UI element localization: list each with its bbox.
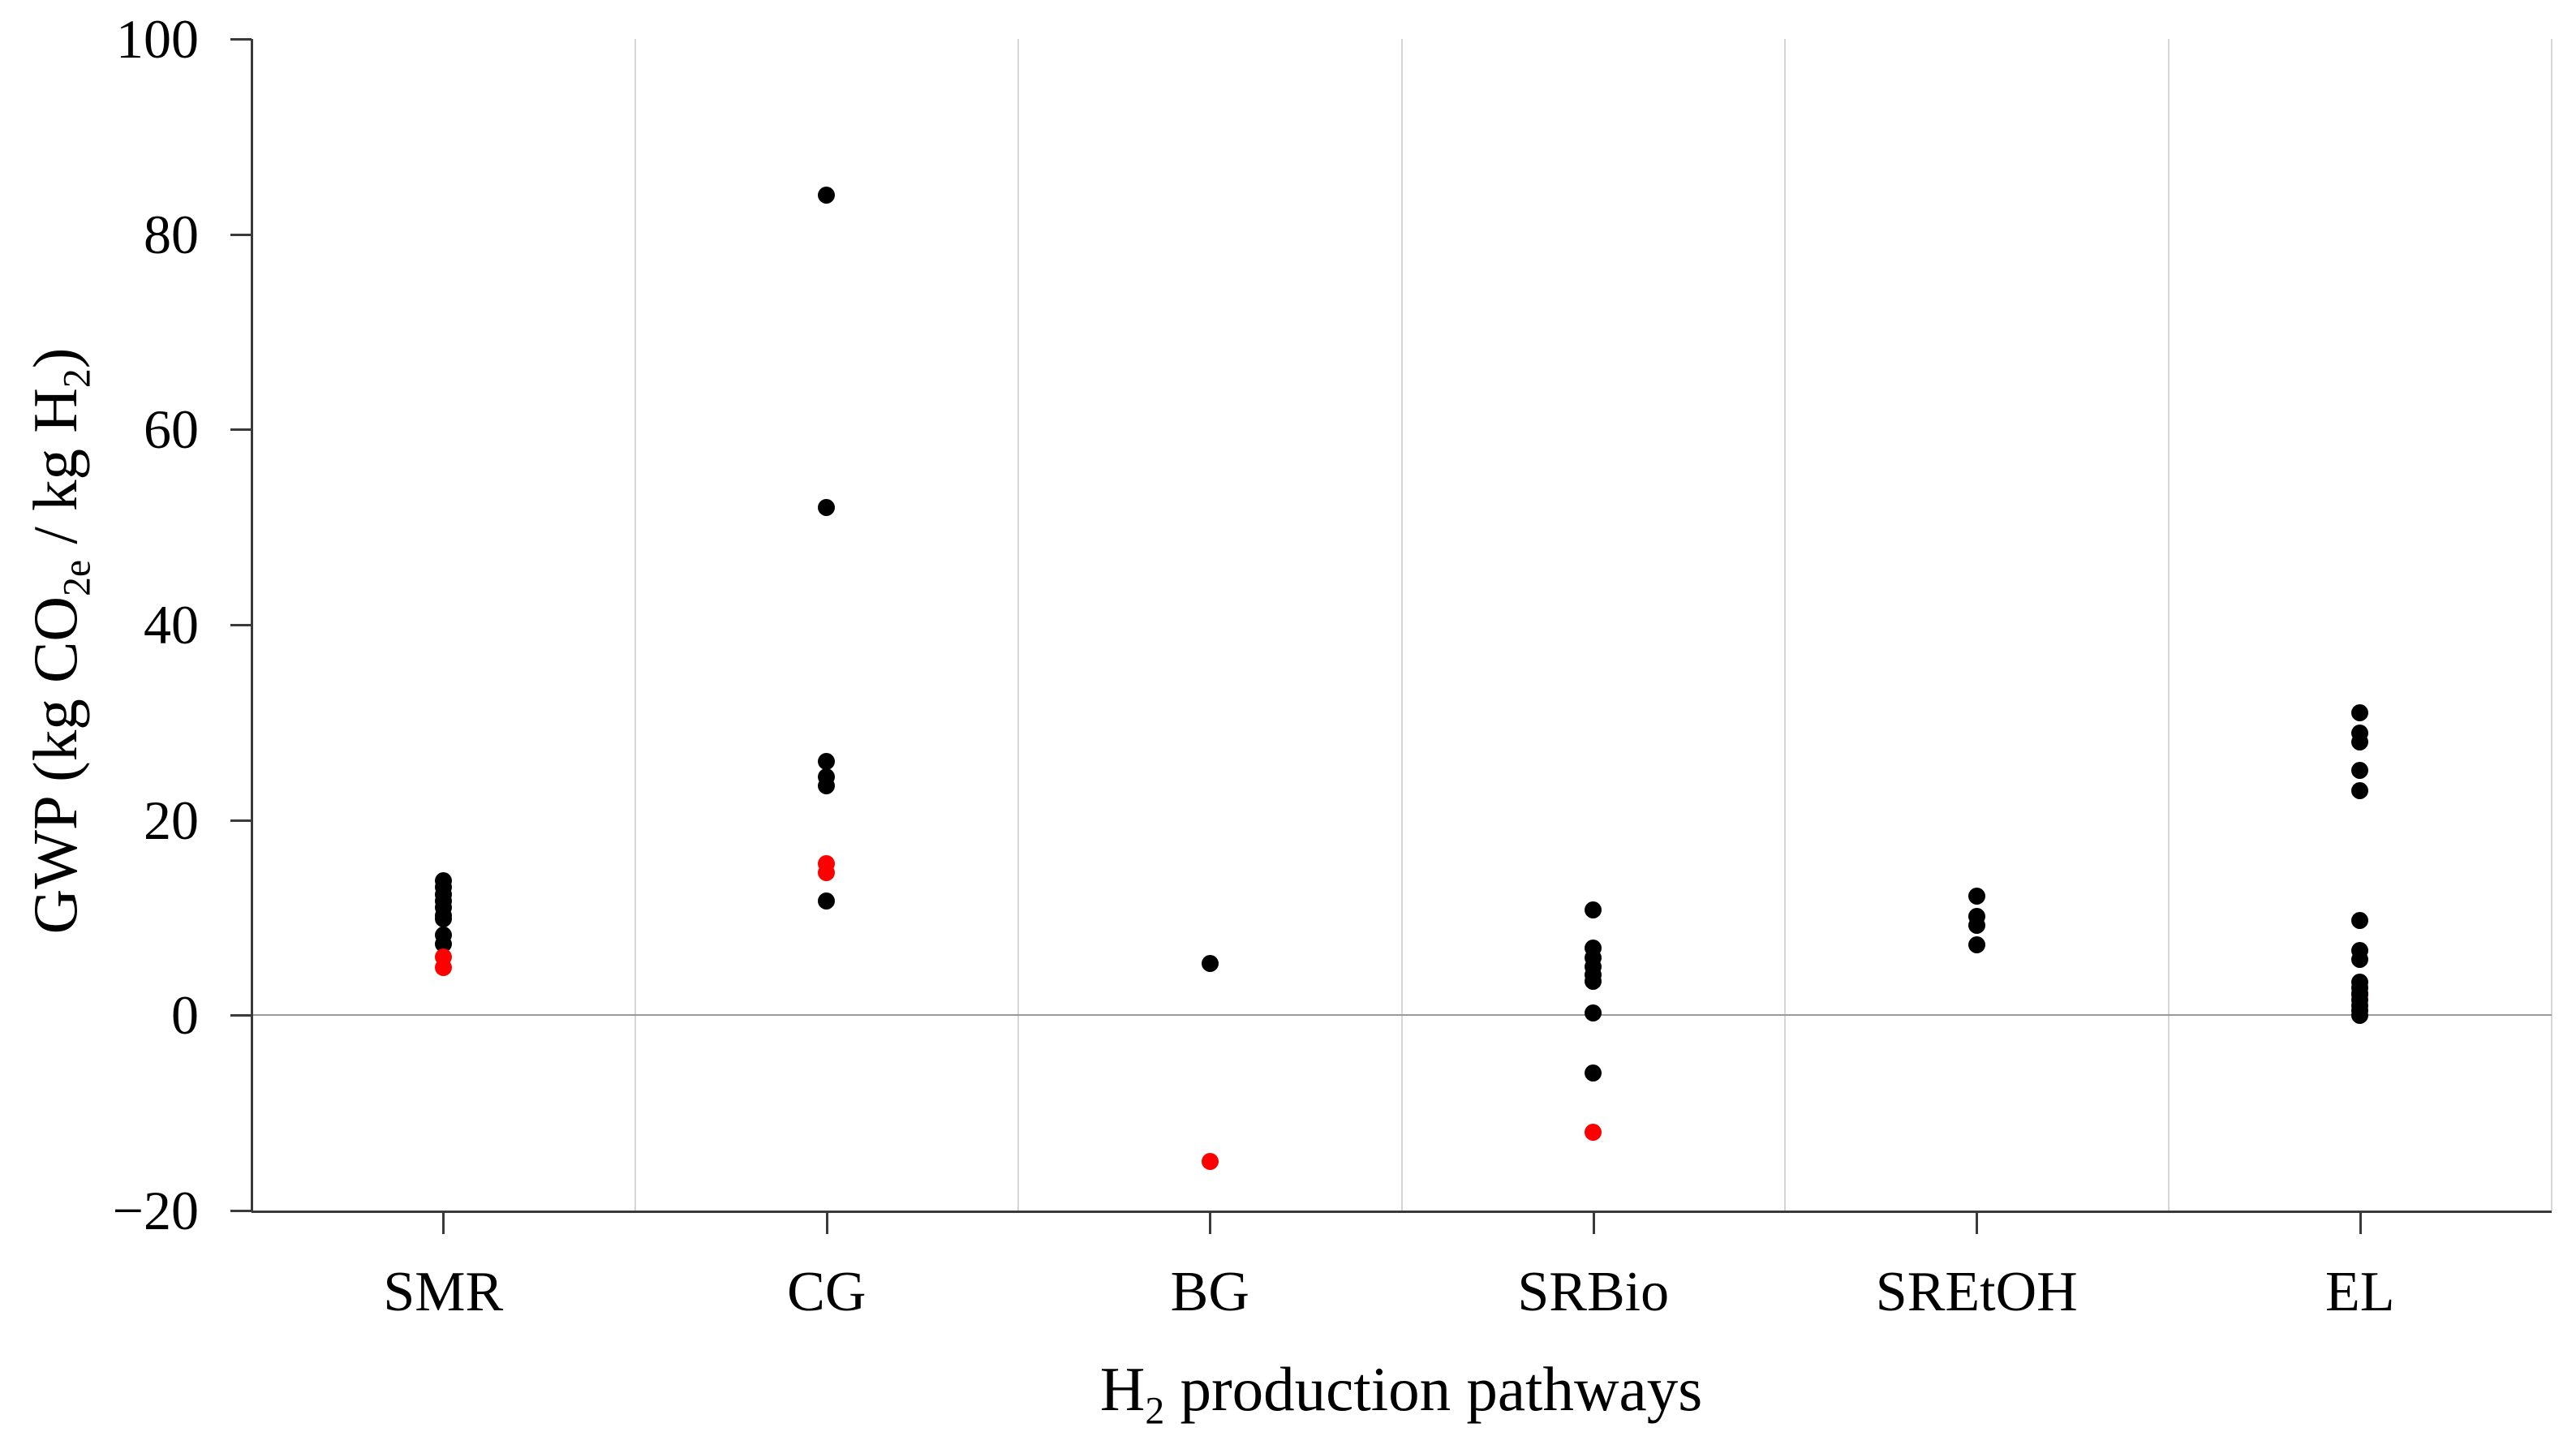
x-tick-label-bg: BG [1170,1261,1249,1323]
data-point [434,910,452,927]
y-tick-label: 60 [144,398,199,461]
y-tick [230,819,252,822]
x-axis-line [252,1211,2552,1213]
y-tick [230,38,252,41]
x-tick [1209,1213,1212,1234]
data-point [1585,972,1602,990]
x-tick [2359,1213,2362,1234]
data-point [2351,782,2369,800]
data-point [1967,917,1985,935]
x-tick [825,1213,828,1234]
x-tick-label-sretoh: SREtOH [1875,1261,2078,1323]
gridline-vertical [1784,39,1786,1211]
y-tick-label: 100 [116,8,199,70]
y-tick-label: −20 [112,1180,199,1241]
x-tick [1976,1213,1979,1234]
y-tick-label: 40 [144,594,199,656]
data-point [2351,761,2369,779]
y-tick [230,624,252,626]
x-title-subscript-2: 2 [1145,1389,1165,1433]
y-tick-label: 20 [144,789,199,851]
x-axis-title: H2 production pathways [1100,1348,1702,1430]
gridline-vertical [634,39,636,1211]
data-point [1585,1124,1602,1142]
data-point [1967,936,1985,954]
data-point [818,187,836,204]
y-title-subscript-2e: 2e [55,559,99,596]
data-point [818,752,836,770]
data-point [2351,951,2369,969]
data-point [434,958,452,976]
gridline-vertical [2167,39,2170,1211]
y-tick [230,1210,252,1212]
gridline-vertical [1400,39,1403,1211]
data-point [818,499,836,517]
y-tick [230,428,252,432]
data-point [818,777,836,795]
data-point [1585,1004,1602,1022]
data-point [818,892,836,910]
data-point [1585,1064,1602,1082]
gridline-vertical [1017,39,1019,1211]
x-title-text: production pathways [1164,1354,1703,1424]
data-point [2351,1006,2369,1024]
y-tick-label: 0 [171,984,199,1047]
data-point [818,864,836,882]
x-title-text: H [1099,1354,1146,1424]
x-tick-label-el: EL [2324,1261,2395,1323]
y-axis-line [251,39,253,1212]
x-tick-label-cg: CG [787,1261,867,1323]
y-tick [230,233,252,236]
zero-gridline [252,1014,2552,1017]
data-point [1967,888,1985,905]
data-point [1585,901,1602,918]
data-point [1201,1153,1219,1171]
y-tick-label: 80 [144,203,199,265]
y-tick [230,1014,252,1017]
data-point [1201,955,1219,973]
data-point [434,935,452,953]
x-tick-label-srbio: SRBio [1517,1261,1670,1323]
x-tick [442,1213,445,1234]
y-title-subscript-2: 2 [55,368,99,389]
data-point [2351,733,2369,750]
x-tick-label-smr: SMR [383,1261,504,1323]
data-point [2351,703,2369,721]
data-point [2351,912,2369,930]
y-title-text: ) [20,347,90,369]
gridline-vertical [2551,39,2552,1211]
x-tick [1592,1213,1595,1234]
